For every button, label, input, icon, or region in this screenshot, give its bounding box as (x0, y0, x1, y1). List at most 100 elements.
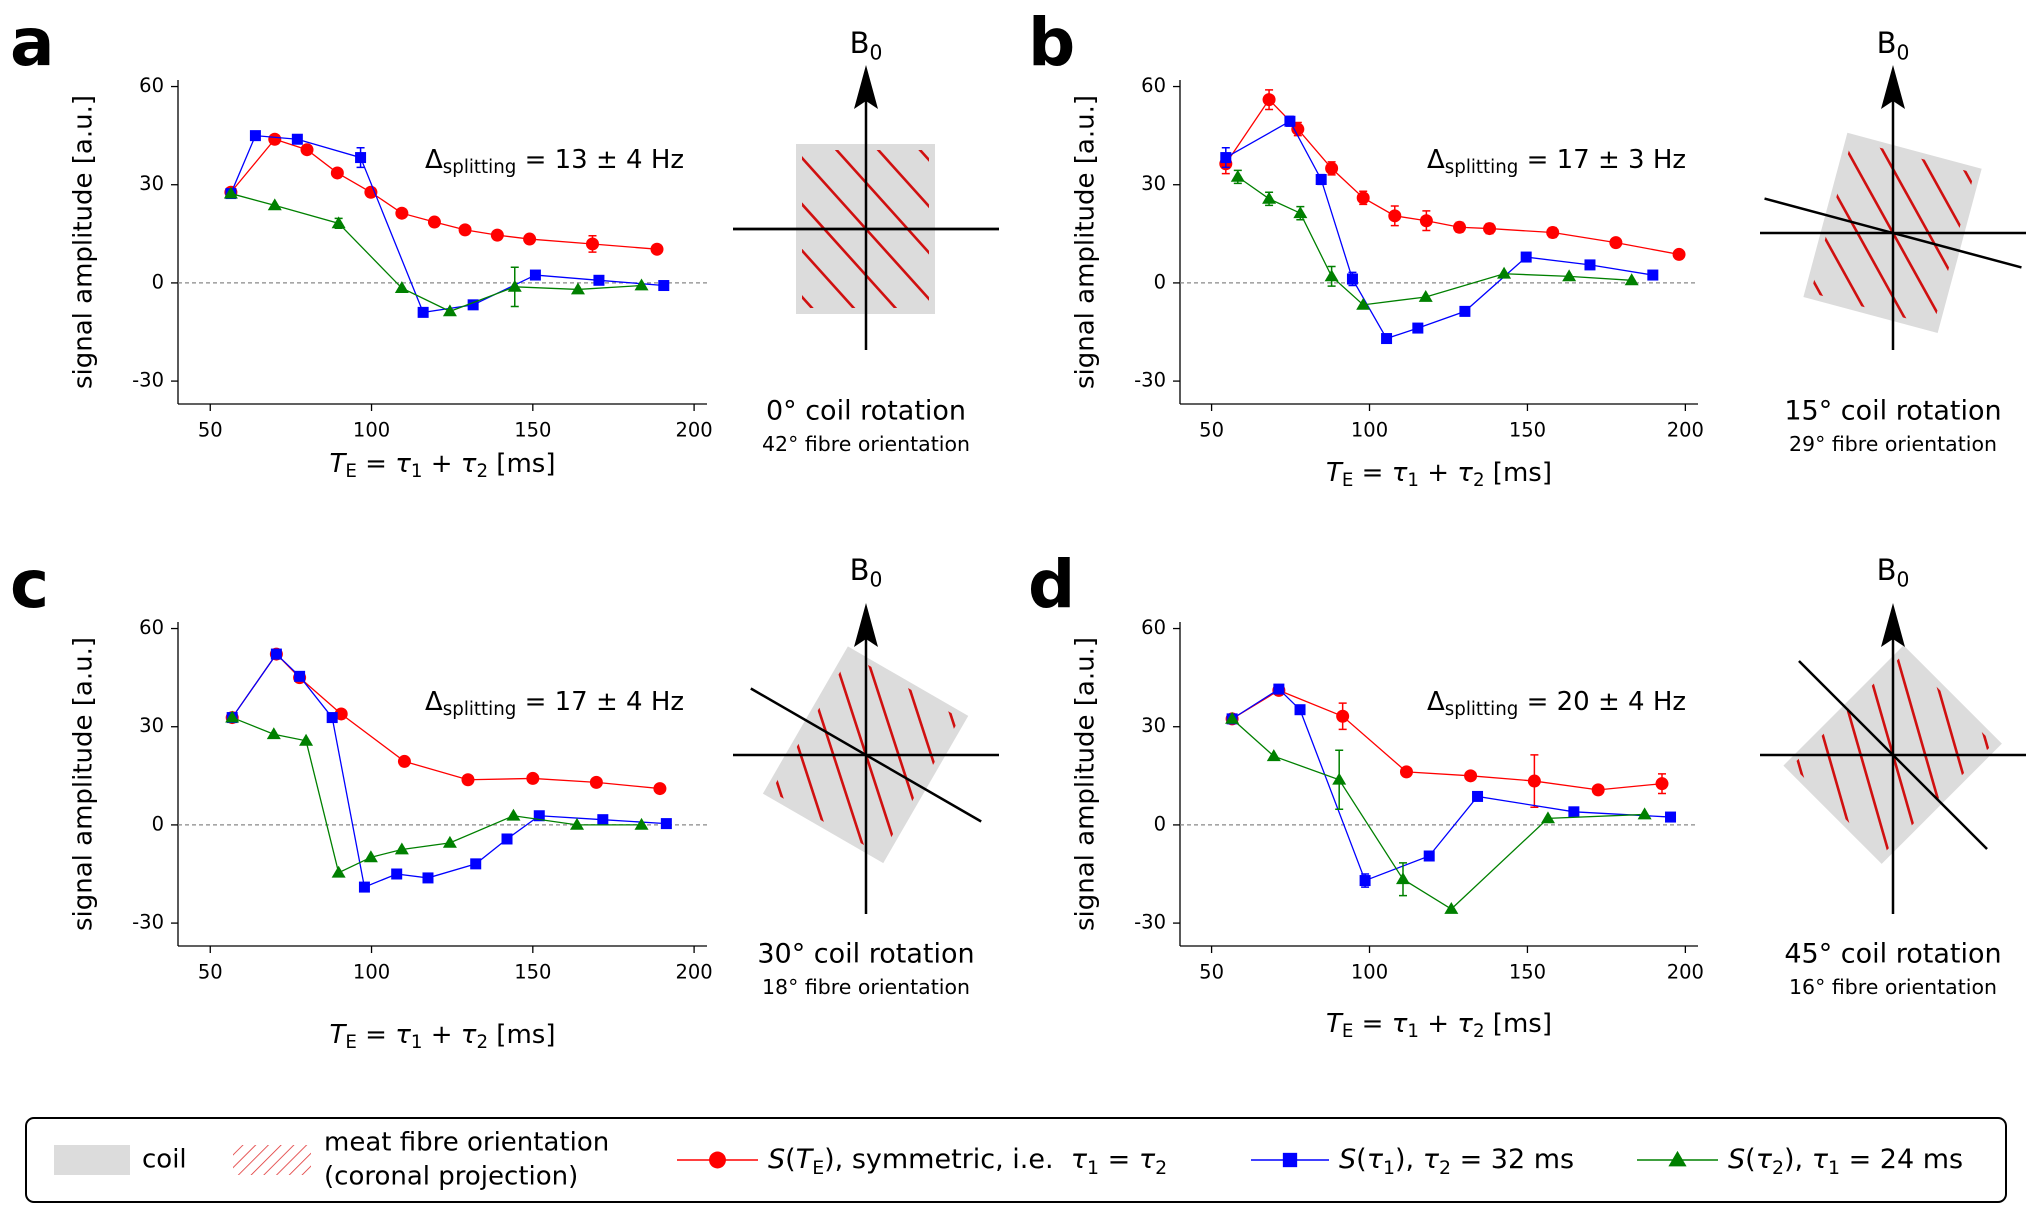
x-tick-label: 100 (1351, 961, 1388, 984)
x-tick-label: 200 (1667, 961, 1704, 984)
marker (1609, 236, 1623, 250)
marker (1520, 251, 1532, 263)
marker (1562, 269, 1577, 282)
y-tick-label: -30 (1134, 911, 1166, 934)
marker (570, 817, 585, 830)
marker (1546, 226, 1560, 240)
marker (585, 237, 599, 251)
text-part: + (422, 449, 460, 479)
text-part: S (1339, 1144, 1356, 1175)
text-part: = (1353, 458, 1391, 488)
marker (225, 710, 240, 723)
text-part: 1 (411, 461, 423, 482)
marker (570, 282, 585, 295)
text-part: E (1342, 1021, 1354, 1042)
field-label: B0 (1877, 26, 1910, 64)
marker (1230, 169, 1245, 182)
fibre-line (1866, 653, 1980, 856)
marker (1637, 807, 1652, 820)
fibre-line (802, 202, 898, 308)
text-part: ), (1784, 1144, 1812, 1175)
text-part: ), (1395, 1144, 1423, 1175)
annotation: Δsplitting = 13 ± 4 Hz (425, 145, 684, 178)
series-line (231, 716, 642, 874)
marker (394, 281, 409, 294)
text-part: = 32 ms (1451, 1144, 1574, 1175)
x-tick-label: 150 (1509, 961, 1546, 984)
text-part: splitting (443, 157, 517, 178)
y-tick-label: 30 (1141, 172, 1166, 195)
text-part: S (768, 1144, 785, 1175)
marker (1419, 214, 1433, 228)
marker (268, 132, 282, 146)
legend-label: S(τ2), τ1 = 24 ms (1728, 1144, 1963, 1179)
marker (355, 152, 367, 164)
y-tick-label: 0 (152, 270, 164, 293)
series-line (230, 192, 642, 313)
marker (1483, 222, 1497, 236)
x-tick-label: 50 (1199, 419, 1224, 442)
marker (1324, 269, 1339, 282)
x-tick-label: 50 (1199, 961, 1224, 984)
fibre-line (876, 150, 929, 209)
marker (1315, 173, 1327, 185)
marker (1665, 811, 1677, 823)
y-tick-label: 60 (139, 616, 164, 639)
text-part: splitting (1445, 157, 1519, 178)
marker (1459, 305, 1471, 317)
marker (270, 648, 282, 660)
text-part: splitting (1445, 699, 1519, 720)
fibre-line (1986, 0, 2029, 303)
x-axis-label: TE = τ1 + τ2 [ms] (330, 449, 556, 482)
text-part: T (1326, 1009, 1344, 1039)
marker (1266, 749, 1281, 762)
panel-label: d (1028, 546, 1075, 623)
marker (1346, 273, 1358, 285)
marker (1282, 1152, 1298, 1168)
text-part: 1 (1407, 470, 1419, 491)
text-part: τ (1139, 1144, 1156, 1175)
marker (266, 727, 281, 740)
y-tick-label: 0 (1154, 812, 1166, 835)
text-part: Δ (425, 145, 443, 175)
series-line (1231, 689, 1663, 791)
marker (1624, 273, 1639, 286)
marker (249, 130, 261, 142)
text-part: + (422, 1020, 460, 1050)
marker (326, 712, 338, 724)
text-part: 1 (411, 1032, 423, 1053)
y-axis-label: signal amplitude [a.u.] (1071, 95, 1101, 389)
marker (507, 279, 522, 292)
text-part: T (1326, 458, 1344, 488)
y-tick-label: -30 (132, 369, 164, 392)
fibre-line (834, 150, 929, 255)
text-part: τ (1367, 1144, 1384, 1175)
text-part: = 17 ± 3 Hz (1518, 145, 1686, 175)
marker (1399, 765, 1413, 779)
marker (1332, 772, 1347, 785)
legend-label: meat fibre orientation (324, 1128, 609, 1158)
marker (330, 166, 344, 180)
marker (589, 775, 603, 789)
marker (523, 232, 537, 246)
y-tick-label: 30 (139, 714, 164, 737)
y-tick-label: 30 (1141, 714, 1166, 737)
fibre-line (2017, 511, 2029, 896)
arrow-head (1881, 65, 1905, 109)
annotation: Δsplitting = 20 ± 4 Hz (1427, 687, 1686, 720)
text-part: [ms] (488, 449, 555, 479)
text-part: E (1342, 470, 1354, 491)
text-part: 0 (1897, 567, 1910, 591)
text-part: B (850, 26, 870, 60)
y-tick-label: -30 (132, 911, 164, 934)
marker (417, 306, 429, 318)
arrow-head (1881, 603, 1905, 647)
text-part: ( (1745, 1144, 1756, 1175)
fibre-label: 29° fibre orientation (1789, 432, 1997, 456)
text-part: τ (1423, 1144, 1440, 1175)
text-part: τ (1392, 1009, 1408, 1039)
marker (358, 881, 370, 893)
text-part: T (796, 1144, 815, 1175)
fibre-line (1806, 653, 1920, 856)
fibre-line (771, 654, 841, 855)
